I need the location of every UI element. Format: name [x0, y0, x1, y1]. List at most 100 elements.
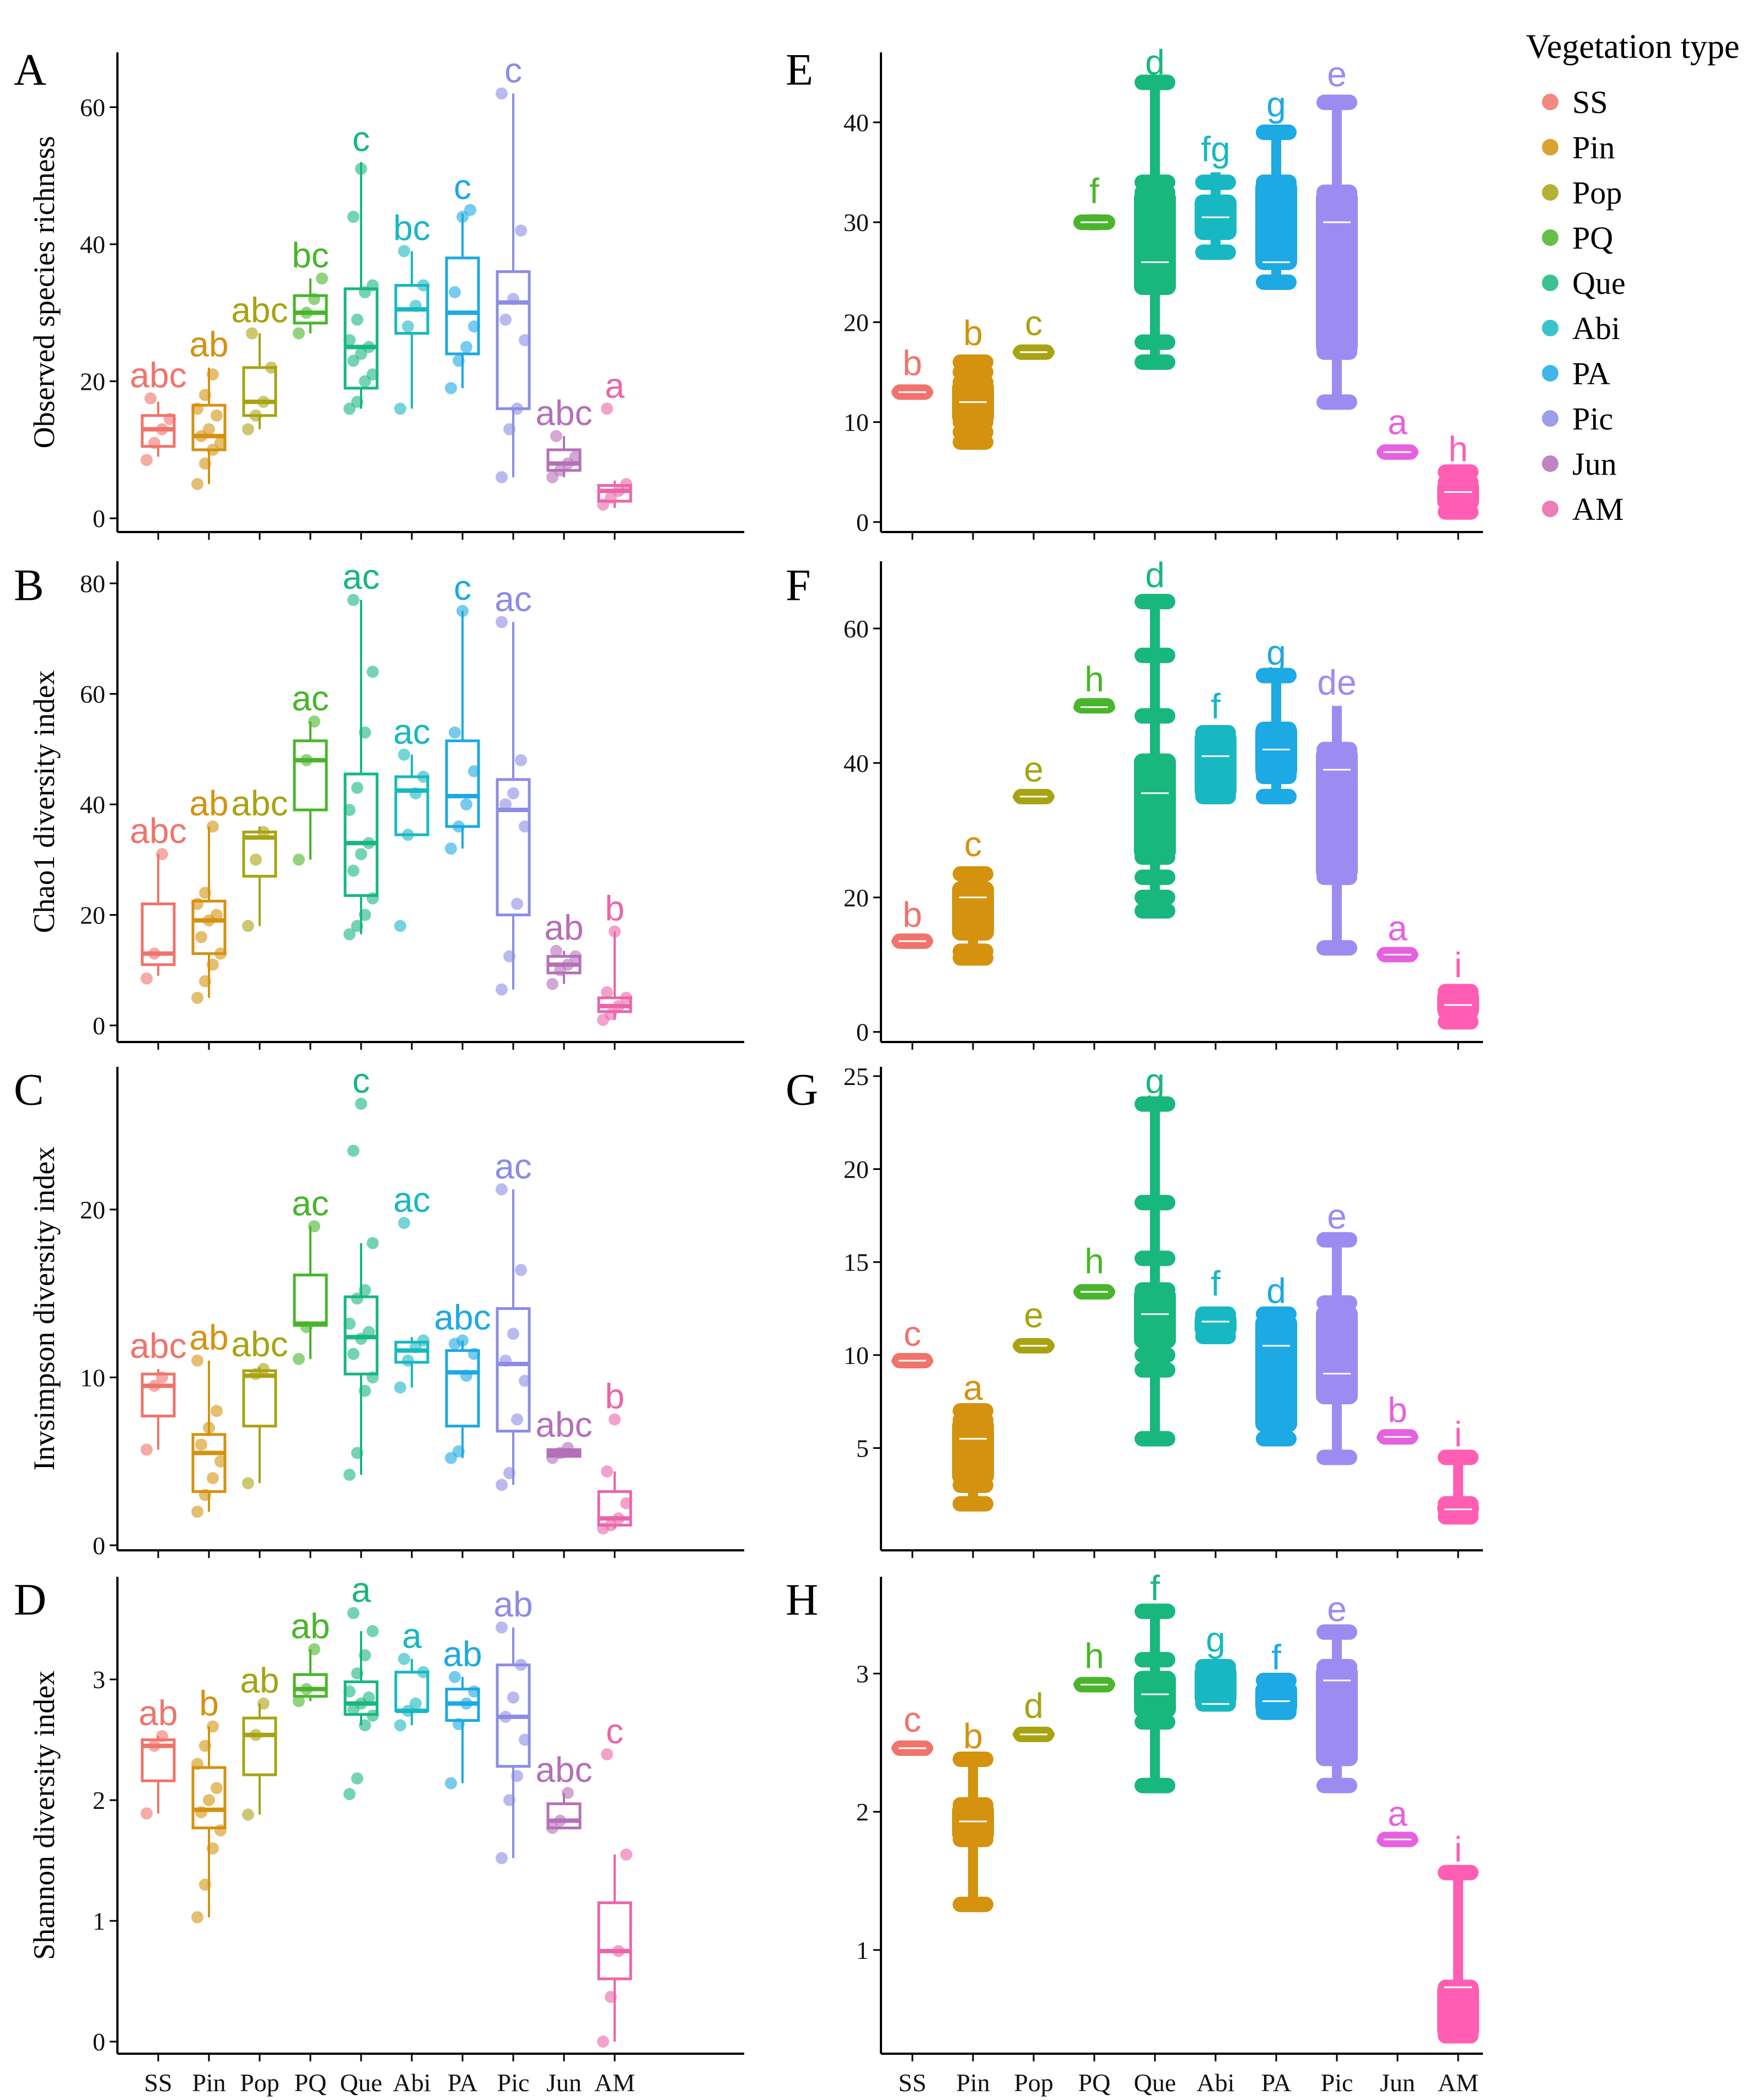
box: [293, 739, 328, 812]
data-point: [605, 1991, 617, 2004]
data-point: [207, 1842, 219, 1855]
series-Jun: a: [1377, 1793, 1418, 1847]
data-band: [1256, 721, 1297, 737]
significance-letter: b: [1388, 1390, 1407, 1430]
series-Pic: e: [1316, 1197, 1358, 1465]
significance-letter: a: [963, 1368, 983, 1408]
legend-label-PA: PA: [1572, 356, 1610, 391]
data-point: [605, 1008, 617, 1021]
data-point: [460, 341, 472, 353]
box: [293, 1673, 328, 1698]
data-point: [367, 1625, 379, 1637]
significance-letter: i: [1454, 1414, 1462, 1454]
significance-letter: d: [1266, 1271, 1286, 1311]
data-point: [199, 1878, 211, 1891]
data-point: [453, 820, 465, 833]
data-point: [203, 1421, 215, 1434]
significance-letter: abc: [231, 1324, 288, 1364]
data-point: [141, 1443, 153, 1456]
y-tick-label: 0: [93, 1532, 105, 1560]
significance-letter: c: [1025, 303, 1042, 343]
significance-letter: a: [402, 1616, 422, 1656]
significance-letter: ac: [495, 579, 532, 619]
data-band: [1135, 354, 1175, 370]
series-Pop: c: [1013, 303, 1055, 360]
data-band: [1316, 1658, 1357, 1674]
significance-letter: e: [1024, 1295, 1044, 1335]
data-point: [359, 1284, 371, 1297]
series-Que: g: [1134, 1061, 1176, 1447]
data-point: [242, 423, 254, 436]
significance-letter: f: [1271, 1637, 1281, 1677]
data-point: [503, 1467, 515, 1479]
data-band: [1256, 1673, 1297, 1689]
data-point: [519, 334, 531, 346]
significance-letter: abc: [535, 393, 592, 433]
data-point: [496, 1621, 508, 1634]
series-Jun: abc: [535, 1405, 593, 1464]
data-point: [300, 307, 313, 319]
series-AM: h: [1437, 429, 1479, 520]
legend-dot-Abi: [1542, 320, 1558, 336]
data-point: [453, 1718, 465, 1731]
data-point: [144, 392, 157, 405]
data-point: [601, 1465, 613, 1478]
significance-letter: abc: [434, 1297, 491, 1337]
series-PA: g: [1255, 84, 1297, 290]
data-band: [1135, 1714, 1175, 1730]
data-point: [620, 1848, 632, 1861]
data-point: [398, 245, 410, 257]
data-band: [1316, 94, 1357, 110]
data-point: [300, 1683, 313, 1695]
data-point: [308, 715, 320, 728]
data-point: [347, 1607, 359, 1619]
data-band: [1316, 940, 1357, 956]
significance-letter: h: [1084, 1242, 1104, 1281]
data-point: [468, 320, 480, 333]
data-point: [351, 920, 363, 932]
series-Abi: ac: [393, 712, 431, 932]
significance-letter: e: [1327, 55, 1347, 94]
data-band: [1438, 464, 1479, 480]
data-point: [211, 1782, 223, 1795]
significance-letter: c: [352, 1061, 370, 1100]
significance-letter: g: [1266, 632, 1286, 672]
y-tick-label: 60: [843, 615, 869, 643]
significance-letter: c: [454, 167, 471, 207]
series-AM: a: [597, 366, 632, 511]
data-point: [148, 947, 160, 960]
data-point: [347, 1347, 359, 1360]
data-point: [620, 1497, 632, 1510]
data-point: [351, 781, 363, 794]
data-point: [191, 402, 203, 415]
significance-letter: ac: [342, 557, 380, 597]
data-band: [1438, 984, 1479, 1000]
data-point: [367, 368, 379, 381]
series-AM: b: [597, 889, 632, 1026]
series-Jun: a: [1377, 908, 1418, 963]
data-point: [351, 1447, 363, 1459]
data-point: [464, 203, 476, 216]
data-band: [953, 883, 993, 899]
data-point: [199, 1739, 211, 1752]
data-band: [953, 896, 993, 912]
significance-letter: h: [1084, 659, 1104, 699]
data-point: [367, 1237, 379, 1249]
data-point: [468, 1347, 480, 1360]
data-point: [496, 87, 508, 100]
data-point: [612, 1945, 625, 1957]
data-point: [394, 920, 406, 932]
panel-letter: G: [786, 1064, 818, 1114]
legend-label-Pop: Pop: [1572, 175, 1622, 211]
significance-letter: i: [1454, 1830, 1462, 1870]
data-band: [1195, 1306, 1236, 1322]
series-Jun: ab: [544, 908, 584, 990]
data-point: [394, 1719, 406, 1732]
data-point: [550, 944, 562, 957]
data-point: [148, 1739, 160, 1752]
series-Que: ac: [342, 557, 380, 941]
data-point: [308, 1643, 320, 1656]
data-point: [620, 991, 632, 1004]
significance-letter: a: [1388, 402, 1407, 442]
data-point: [612, 1512, 625, 1525]
